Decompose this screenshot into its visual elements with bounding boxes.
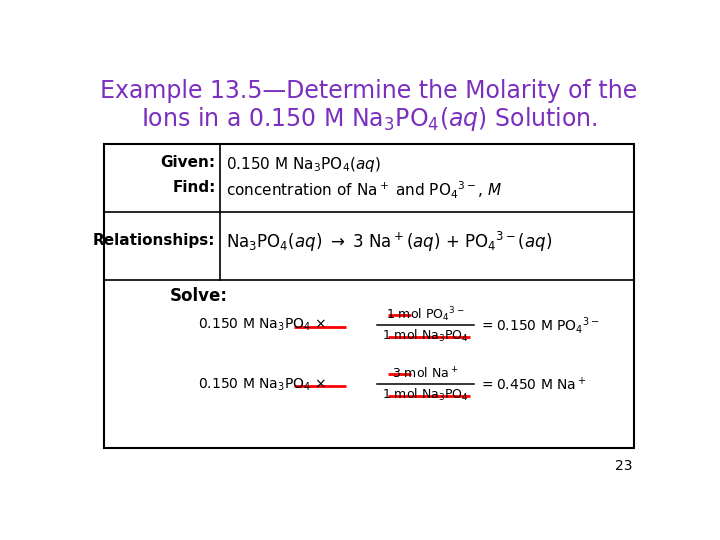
- Text: 0.150 M Na$_3$PO$_4$ $\times$: 0.150 M Na$_3$PO$_4$ $\times$: [199, 376, 327, 393]
- Text: Solve:: Solve:: [170, 287, 228, 305]
- Text: 1 mol Na$_3$PO$_4$: 1 mol Na$_3$PO$_4$: [382, 387, 469, 403]
- Text: Example 13.5—Determine the Molarity of the: Example 13.5—Determine the Molarity of t…: [100, 79, 638, 103]
- Text: Find:: Find:: [172, 179, 215, 194]
- Text: 1 mol Na$_3$PO$_4$: 1 mol Na$_3$PO$_4$: [382, 328, 469, 344]
- Text: 0.150 M Na$_3$PO$_4$($aq$): 0.150 M Na$_3$PO$_4$($aq$): [226, 155, 381, 174]
- Text: concentration of Na$^+$ and PO$_4$$^{3-}$, $M$: concentration of Na$^+$ and PO$_4$$^{3-}…: [226, 179, 503, 201]
- Text: Relationships:: Relationships:: [93, 233, 215, 248]
- Text: 23: 23: [615, 459, 632, 473]
- Text: $= 0.150$ M PO$_4$$^{3-}$: $= 0.150$ M PO$_4$$^{3-}$: [479, 315, 600, 335]
- Bar: [104, 144, 634, 448]
- Text: Ions in a 0.150 M Na$_3$PO$_4$($aq$) Solution.: Ions in a 0.150 M Na$_3$PO$_4$($aq$) Sol…: [140, 105, 598, 133]
- Text: $= 0.450$ M Na$^+$: $= 0.450$ M Na$^+$: [479, 376, 587, 393]
- Text: 1 mol PO$_4$$^{3-}$: 1 mol PO$_4$$^{3-}$: [386, 305, 464, 323]
- Text: 3 mol Na$^+$: 3 mol Na$^+$: [392, 366, 459, 381]
- Text: 0.150 M Na$_3$PO$_4$ $\times$: 0.150 M Na$_3$PO$_4$ $\times$: [199, 317, 327, 333]
- Text: Given:: Given:: [161, 155, 215, 170]
- Text: Na$_3$PO$_4$($aq$) $\rightarrow$ 3 Na$^+$($aq$) + PO$_4$$^{3-}$($aq$): Na$_3$PO$_4$($aq$) $\rightarrow$ 3 Na$^+…: [226, 231, 552, 254]
